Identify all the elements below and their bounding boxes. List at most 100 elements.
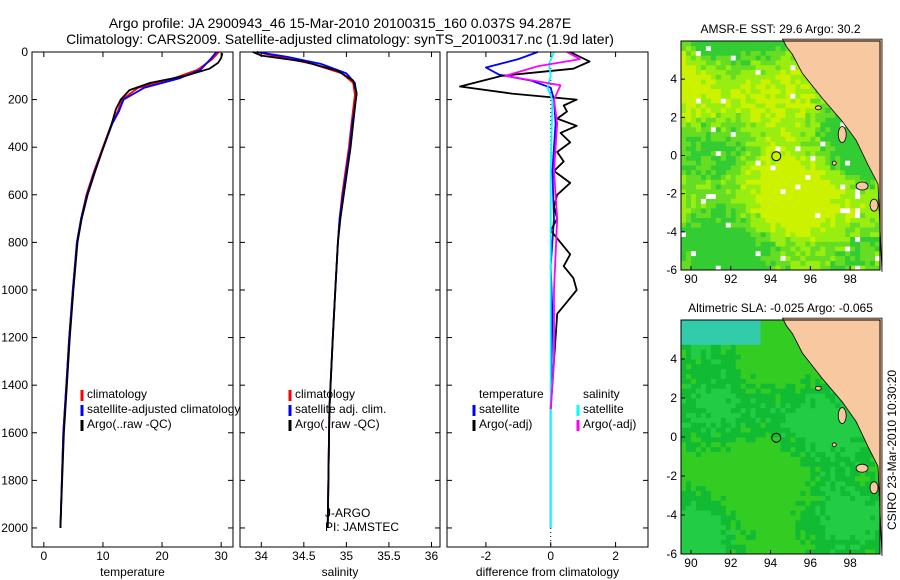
map-cell <box>820 539 826 545</box>
map-cell <box>855 179 861 185</box>
map-cell <box>760 354 766 360</box>
map-cell <box>695 539 702 545</box>
map-cell <box>855 146 861 152</box>
map-cell <box>840 222 846 228</box>
map-cell <box>691 544 697 550</box>
map-cell <box>691 398 697 404</box>
map-x-tick-label: 96 <box>804 556 818 570</box>
map-cell <box>770 79 776 85</box>
map-cell <box>745 179 752 185</box>
map-cell <box>825 519 831 526</box>
map-cell <box>780 117 786 123</box>
map-cell <box>780 50 786 56</box>
map-cell <box>780 539 786 545</box>
map-cell <box>845 193 851 199</box>
map-cell <box>740 422 747 428</box>
map-cell <box>755 246 761 252</box>
map-cell <box>815 500 821 506</box>
map-cell <box>725 83 732 90</box>
map-cell <box>715 529 722 535</box>
map-cell <box>730 334 737 340</box>
map-cell <box>740 398 747 404</box>
map-cell <box>705 150 712 156</box>
map-cell <box>855 485 861 492</box>
map-cell <box>840 476 846 482</box>
map-cell <box>765 422 771 428</box>
map-cell <box>800 103 806 109</box>
map-cell <box>760 461 766 467</box>
map-cell <box>735 480 742 487</box>
map-cell <box>800 88 806 94</box>
map-cell <box>695 495 702 501</box>
map-cell <box>745 490 752 496</box>
map-cell <box>725 203 732 209</box>
map-cell <box>795 112 801 118</box>
x-tick-label: 35 <box>340 549 354 563</box>
map-cell <box>720 339 727 345</box>
map-cell <box>790 98 796 104</box>
map-cell <box>760 495 766 501</box>
map-cell <box>695 407 702 414</box>
map-cell <box>691 60 697 66</box>
map-cell <box>800 165 806 171</box>
map-cell <box>755 222 761 228</box>
map-cell <box>755 60 761 66</box>
map-cell <box>840 495 846 501</box>
map-cell <box>810 398 816 404</box>
map-cell <box>775 203 781 209</box>
series-line-2-1 <box>256 51 356 529</box>
map-cell <box>810 217 816 223</box>
map-cell <box>780 349 786 355</box>
map-cell <box>686 246 692 252</box>
map-cell <box>810 146 816 152</box>
map-cell <box>785 398 791 404</box>
map-cell <box>740 45 747 51</box>
map-cell <box>805 461 811 467</box>
map-cell <box>750 83 756 90</box>
map-cell <box>715 64 722 71</box>
map-cell <box>691 169 697 175</box>
map-cell <box>745 398 752 404</box>
map-cell <box>686 98 692 104</box>
map-cell <box>790 368 796 375</box>
map-cell <box>755 198 761 204</box>
map-cell <box>725 432 732 438</box>
map-cell <box>686 260 692 266</box>
map-cell <box>720 212 727 218</box>
map-cell <box>800 184 806 190</box>
map-cell <box>710 500 717 506</box>
map-cell <box>780 146 786 152</box>
map-cell <box>810 260 816 266</box>
map-cell <box>765 198 771 204</box>
map-cell <box>825 446 831 453</box>
map-cell <box>790 174 796 180</box>
map-cell <box>800 188 806 195</box>
map-cell <box>735 344 742 350</box>
map-cell <box>865 505 871 511</box>
map-cell <box>755 427 761 433</box>
map-cell <box>850 141 856 147</box>
map-cell <box>745 165 752 171</box>
map-cell <box>845 412 851 418</box>
map-cell <box>765 515 771 521</box>
map-cell <box>720 466 727 472</box>
map-cell <box>790 344 796 350</box>
map-cell <box>845 184 851 190</box>
map-cell <box>681 88 687 94</box>
map-cell <box>810 255 816 261</box>
map-cell <box>695 45 702 51</box>
map-cell <box>860 519 866 526</box>
map-cell <box>740 141 747 147</box>
map-cell <box>800 179 806 185</box>
map-cell <box>810 265 816 271</box>
map-cell <box>715 490 722 496</box>
map-cell <box>695 398 702 404</box>
map-cell <box>810 417 816 423</box>
map-cell <box>875 534 881 540</box>
map-cell <box>720 402 727 409</box>
map-cell <box>770 146 776 152</box>
map-cell <box>780 402 786 409</box>
map-cell <box>835 260 841 266</box>
map-cell <box>700 466 707 472</box>
map-cell <box>681 539 687 545</box>
